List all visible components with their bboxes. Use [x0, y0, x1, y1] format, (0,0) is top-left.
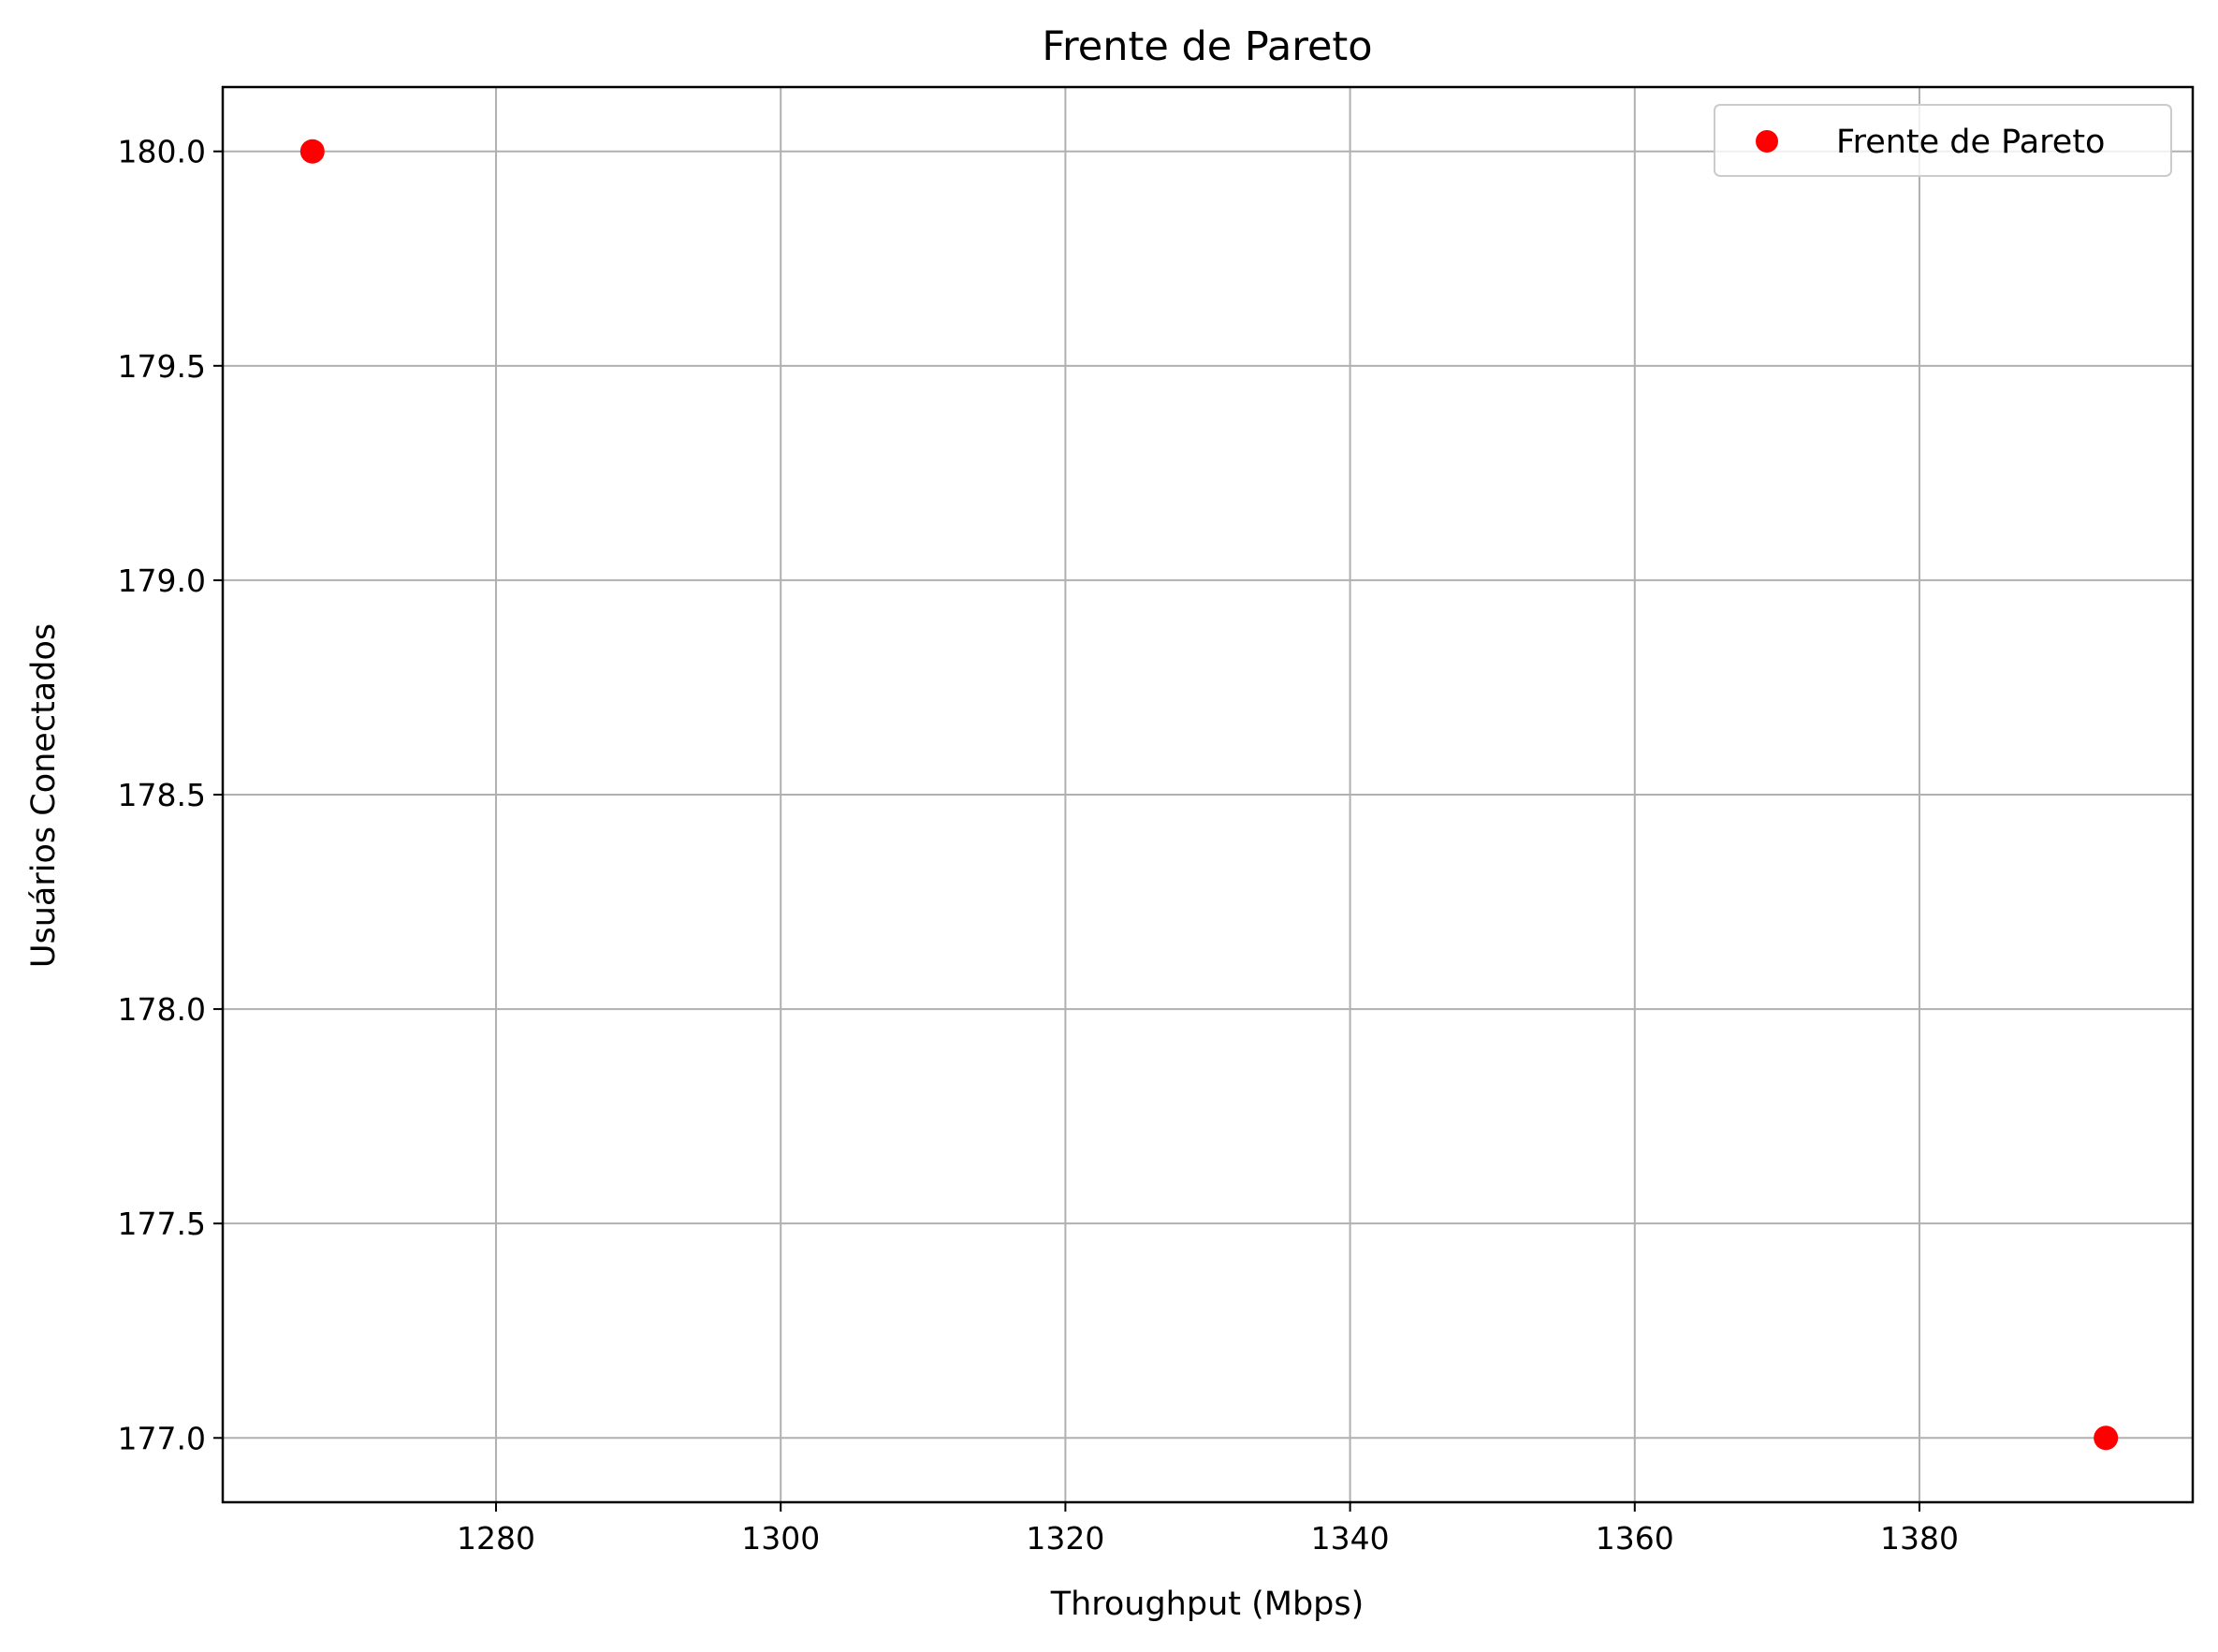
x-tick-label: 1300 [741, 1520, 820, 1557]
legend-box [1714, 104, 2172, 177]
y-tick-label: 177.0 [118, 1420, 206, 1456]
chart-title: Frente de Pareto [1042, 23, 1372, 70]
x-tick-label: 1320 [1026, 1520, 1104, 1557]
y-tick-label: 177.5 [118, 1206, 206, 1242]
y-tick-label: 178.0 [118, 991, 206, 1028]
scatter-point [2094, 1425, 2119, 1451]
x-tick-label: 1380 [1880, 1520, 1959, 1557]
y-tick-label: 179.0 [118, 563, 206, 599]
y-tick-label: 179.5 [118, 348, 206, 385]
x-tick-label: 1280 [457, 1520, 535, 1557]
plot-frame [221, 85, 2195, 1504]
axis-ticks: 1280 1300 1320 1340 1360 1380 177.0 177.5 178.0 1… [118, 134, 1959, 1557]
x-tick-label: 1360 [1596, 1520, 1674, 1557]
scatter-points [299, 139, 2119, 1451]
y-tick-label: 180.0 [118, 134, 206, 170]
legend-label: Frente de Pareto [1836, 124, 2105, 161]
y-tick-label: 178.5 [118, 777, 206, 813]
x-axis-label: Throughput (Mbps) [1050, 1586, 1364, 1623]
legend-marker [1756, 130, 1778, 153]
legend: Frente de Pareto [1714, 104, 2172, 177]
x-tick-label: 1340 [1311, 1520, 1390, 1557]
y-axis-label: Usuários Conectados [25, 623, 63, 968]
scatter-point [299, 139, 325, 164]
